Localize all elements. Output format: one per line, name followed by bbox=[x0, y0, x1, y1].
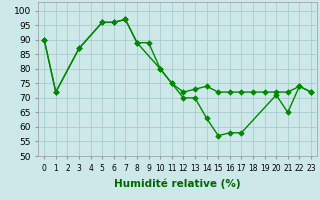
X-axis label: Humidité relative (%): Humidité relative (%) bbox=[114, 178, 241, 189]
